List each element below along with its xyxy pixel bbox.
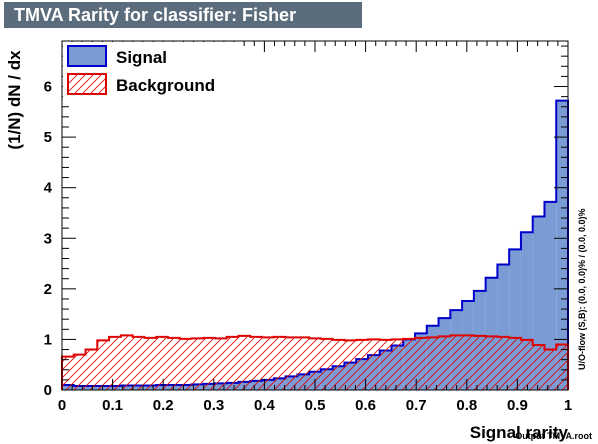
legend-background-label: Background: [116, 76, 215, 95]
legend-signal-label: Signal: [116, 48, 167, 67]
background-bar: [97, 340, 110, 390]
y-tick-label: 5: [44, 129, 52, 146]
overflow-label: U/O-flow (S,B): (0.0, 0.0)% / (0.0, 0.0)…: [577, 208, 587, 370]
x-tick-label: 0.8: [456, 397, 477, 414]
signal-bar: [497, 264, 510, 390]
background-bar: [167, 337, 180, 390]
x-tick-label: 0.2: [153, 397, 174, 414]
background-bar: [250, 336, 263, 390]
background-bar: [485, 336, 498, 390]
background-bar: [332, 339, 345, 390]
background-bar: [356, 339, 368, 390]
chart-title: TMVA Rarity for classifier: Fisher: [4, 2, 362, 28]
y-tick-label: 6: [44, 79, 52, 96]
x-tick-label: 0.4: [254, 397, 276, 414]
background-bar: [132, 336, 145, 390]
y-tick-label: 1: [44, 331, 52, 348]
background-bar: [73, 354, 86, 390]
signal-bar: [485, 277, 498, 390]
background-bar: [415, 337, 427, 390]
file-label: Output TMVA.root: [515, 431, 592, 441]
background-bar: [62, 356, 74, 390]
x-tick-label: 0: [58, 397, 66, 414]
background-bar: [273, 336, 286, 390]
background-bar: [509, 337, 521, 390]
background-bars: [62, 335, 568, 390]
background-bar: [473, 335, 486, 390]
signal-bar: [556, 100, 568, 391]
legend-signal-swatch: [67, 45, 107, 67]
background-bar: [344, 340, 357, 390]
y-tick-label: 2: [44, 281, 52, 298]
background-bar: [262, 337, 274, 390]
background-bar: [379, 339, 392, 390]
background-bar: [309, 338, 321, 390]
x-axis-label: Signal rarity: [470, 423, 569, 442]
background-bar: [179, 338, 192, 390]
y-tick-label: 0: [44, 382, 52, 399]
axes: 0 0.1 0.2 0.3 0.4 0.5 0.6 0.7 0.8 0.9 1 0 1 2 3 4 5 6: [44, 41, 572, 414]
background-bar: [532, 344, 545, 390]
background-bar: [320, 338, 333, 390]
y-tick-label: 4: [44, 180, 53, 197]
background-bar: [520, 339, 533, 390]
x-tick-label: 1: [564, 397, 572, 414]
background-bar: [85, 349, 98, 390]
background-bar: [285, 337, 298, 390]
x-tick-label: 0.7: [406, 397, 427, 414]
background-bar: [238, 335, 251, 390]
background-bar: [203, 337, 215, 390]
signal-bar: [520, 232, 533, 390]
background-bar: [120, 335, 133, 390]
legend-background-swatch: [67, 73, 107, 95]
background-bar: [214, 338, 227, 390]
background-bar: [556, 344, 568, 390]
x-tick-label: 0.5: [305, 397, 326, 414]
background-bar: [450, 335, 463, 390]
background-bar: [109, 336, 121, 390]
background-bar: [426, 337, 439, 390]
background-bar: [462, 335, 474, 390]
background-bar: [156, 336, 168, 390]
signal-bar: [544, 201, 557, 390]
x-tick-label: 0.1: [102, 397, 123, 414]
y-axis-label: (1/N) dN / dx: [5, 50, 24, 150]
signal-bar: [509, 249, 521, 390]
background-bar: [191, 338, 204, 390]
x-tick-label: 0.9: [507, 397, 528, 414]
background-bar: [226, 336, 239, 390]
x-tick-label: 0.3: [203, 397, 224, 414]
background-bar: [497, 336, 510, 390]
background-bar: [438, 336, 451, 390]
background-bar: [144, 337, 157, 390]
signal-bar: [532, 216, 545, 390]
background-bar: [367, 339, 380, 390]
legend: Signal Background: [63, 42, 241, 98]
background-bar: [297, 337, 310, 390]
background-bar: [403, 338, 416, 390]
x-tick-label: 0.6: [355, 397, 376, 414]
background-bar: [391, 339, 404, 390]
background-outline: [61, 334, 569, 390]
y-tick-label: 3: [44, 230, 52, 247]
background-bar: [544, 349, 557, 390]
